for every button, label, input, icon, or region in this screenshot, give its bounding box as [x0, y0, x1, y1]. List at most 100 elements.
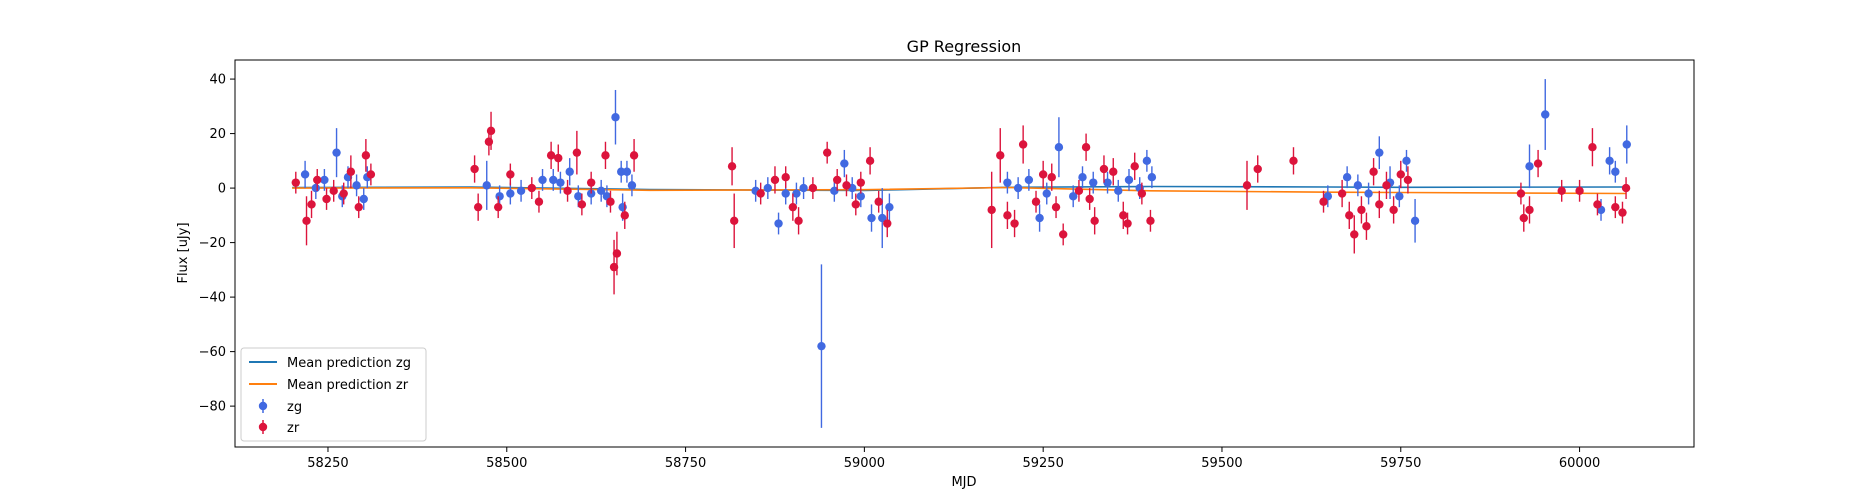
data-point-zr: [313, 176, 321, 184]
data-point-zr: [487, 127, 495, 135]
data-point-zr: [1075, 187, 1083, 195]
y-tick-label: 40: [209, 73, 226, 88]
data-point-zg: [1395, 192, 1403, 200]
data-point-zr: [1123, 219, 1131, 227]
data-point-zr: [1588, 143, 1596, 151]
data-point-zr: [823, 148, 831, 156]
data-point-zr: [1557, 187, 1565, 195]
data-point-zg: [549, 176, 557, 184]
data-point-zr: [601, 151, 609, 159]
data-point-zg: [1035, 214, 1043, 222]
data-point-zr: [1048, 173, 1056, 181]
data-point-zr: [1618, 208, 1626, 216]
data-point-zg: [611, 113, 619, 121]
data-point-zr: [1517, 189, 1525, 197]
data-point-zg: [1114, 187, 1122, 195]
data-point-zg: [352, 181, 360, 189]
data-point-zr: [573, 148, 581, 156]
data-point-zr: [578, 200, 586, 208]
data-point-zg: [1605, 157, 1613, 165]
data-point-zg: [301, 170, 309, 178]
data-point-zg: [1343, 173, 1351, 181]
data-point-zg: [774, 219, 782, 227]
data-point-zr: [1039, 170, 1047, 178]
data-point-zg: [1043, 189, 1051, 197]
data-point-zr: [1131, 162, 1139, 170]
data-point-zr: [1119, 211, 1127, 219]
data-point-zr: [1090, 217, 1098, 225]
data-point-zg: [1125, 176, 1133, 184]
x-tick-label: 58500: [486, 456, 527, 471]
data-point-zg: [764, 184, 772, 192]
data-point-zg: [628, 181, 636, 189]
data-point-zr: [1525, 206, 1533, 214]
data-point-zg: [483, 181, 491, 189]
data-point-zr: [470, 165, 478, 173]
data-point-zg: [1014, 184, 1022, 192]
y-tick-label: −40: [199, 291, 226, 306]
data-point-zr: [1362, 222, 1370, 230]
data-point-zg: [1623, 140, 1631, 148]
data-point-zg: [1541, 110, 1549, 118]
data-point-zg: [312, 184, 320, 192]
data-point-zr: [833, 176, 841, 184]
data-point-zr: [1345, 211, 1353, 219]
data-point-zr: [1389, 206, 1397, 214]
data-point-zr: [730, 217, 738, 225]
data-point-zg: [840, 159, 848, 167]
data-point-zr: [1254, 165, 1262, 173]
data-point-zr: [852, 200, 860, 208]
data-point-zr: [1397, 170, 1405, 178]
y-tick-label: 0: [218, 182, 226, 197]
data-point-zg: [1143, 157, 1151, 165]
data-point-zr: [1100, 165, 1108, 173]
x-tick-label: 58250: [307, 456, 348, 471]
data-point-zr: [1622, 184, 1630, 192]
data-point-zr: [302, 217, 310, 225]
data-point-zg: [1411, 217, 1419, 225]
data-point-zr: [613, 249, 621, 257]
data-point-zr: [1289, 157, 1297, 165]
plot-area: [235, 60, 1694, 447]
data-point-zr: [587, 178, 595, 186]
y-tick-label: −60: [199, 345, 226, 360]
data-point-zr: [630, 151, 638, 159]
data-point-zr: [1059, 230, 1067, 238]
data-point-zr: [794, 217, 802, 225]
data-point-zr: [1319, 198, 1327, 206]
data-point-zg: [538, 176, 546, 184]
data-point-zr: [1611, 203, 1619, 211]
data-point-zr: [1010, 219, 1018, 227]
data-point-zr: [494, 203, 502, 211]
data-point-zr: [506, 170, 514, 178]
data-point-zr: [362, 151, 370, 159]
data-point-zr: [866, 157, 874, 165]
data-point-zg: [782, 189, 790, 197]
y-tick-label: 20: [209, 127, 226, 142]
data-point-zr: [874, 198, 882, 206]
data-point-zr: [809, 184, 817, 192]
data-point-zr: [1350, 230, 1358, 238]
data-point-zg: [517, 187, 525, 195]
data-point-zg: [1003, 178, 1011, 186]
data-point-zr: [547, 151, 555, 159]
data-point-zg: [1611, 168, 1619, 176]
data-point-zg: [1148, 173, 1156, 181]
data-point-zr: [1575, 187, 1583, 195]
x-tick-label: 59000: [844, 456, 885, 471]
data-point-zr: [987, 206, 995, 214]
data-point-zr: [771, 176, 779, 184]
data-point-zg: [1025, 176, 1033, 184]
data-point-zr: [1109, 168, 1117, 176]
data-point-zr: [1243, 181, 1251, 189]
data-point-zr: [782, 173, 790, 181]
legend-marker-zg: [259, 402, 267, 410]
data-point-zg: [867, 214, 875, 222]
x-axis-label: MJD: [951, 475, 976, 490]
data-point-zg: [1402, 157, 1410, 165]
data-point-zg: [332, 148, 340, 156]
legend-label-zr: zr: [287, 421, 300, 436]
data-point-zg: [1375, 148, 1383, 156]
data-point-zr: [606, 198, 614, 206]
